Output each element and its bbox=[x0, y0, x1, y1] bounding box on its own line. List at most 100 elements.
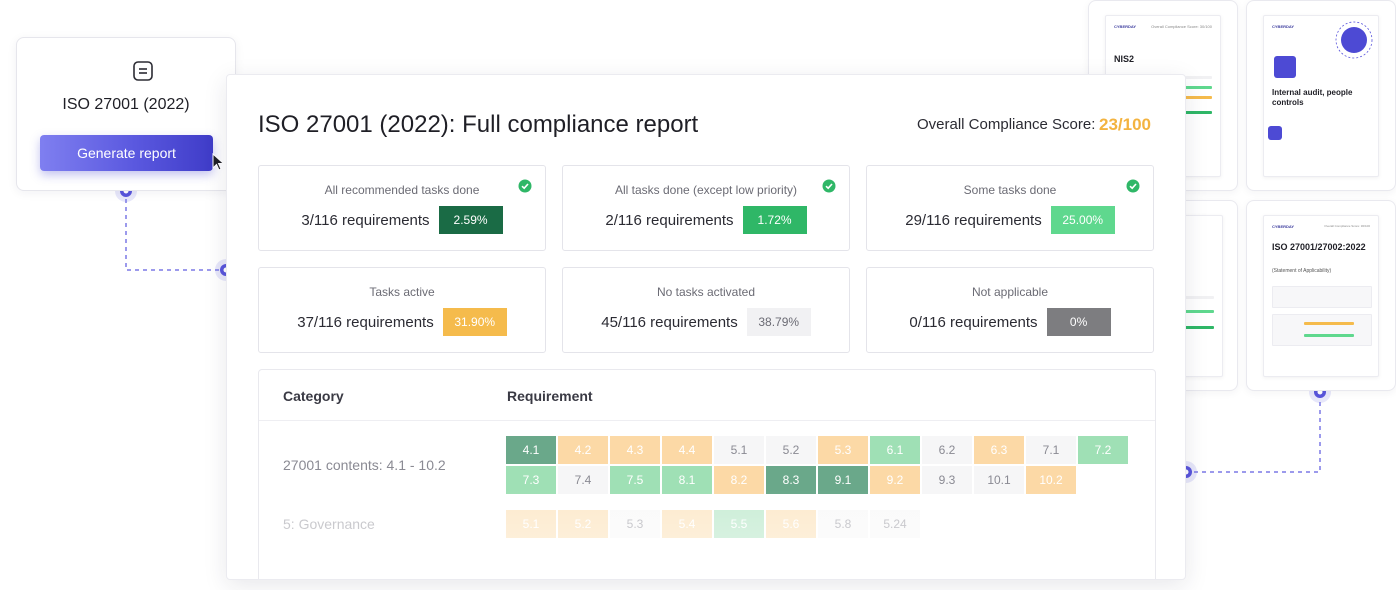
thumbnail-mini-row bbox=[1176, 86, 1212, 89]
report-title: ISO 27001 (2022): Full compliance report bbox=[258, 111, 699, 138]
stat-percent-badge: 0% bbox=[1046, 308, 1111, 336]
thumbnail-heading: NIS2 bbox=[1114, 54, 1135, 64]
thumbnail-mini-row bbox=[1176, 111, 1212, 114]
thumbnail-card-internal-audit[interactable]: CYBERDAY Internal audit, people controls bbox=[1246, 0, 1396, 191]
requirement-cell[interactable]: 5.2 bbox=[558, 510, 608, 538]
stat-count: 3/116 requirements bbox=[301, 211, 430, 229]
thumbnail-mini-row bbox=[1178, 326, 1214, 329]
stat-card: All tasks done (except low priority) 2/11… bbox=[562, 165, 850, 251]
stat-label: All recommended tasks done bbox=[324, 183, 480, 197]
stat-card: Some tasks done 29/116 requirements 25.00% bbox=[866, 165, 1154, 251]
stat-value-line: 45/116 requirements 38.79% bbox=[563, 308, 849, 336]
stat-label: No tasks activated bbox=[656, 285, 756, 299]
table-divider bbox=[259, 420, 1155, 421]
stat-card: Not applicable 0/116 requirements 0% bbox=[866, 267, 1154, 353]
stat-card: No tasks activated 45/116 requirements 38.… bbox=[562, 267, 850, 353]
requirement-cell[interactable]: 5.8 bbox=[818, 510, 868, 538]
thumbnail-subheading: (Statement of Applicability) bbox=[1272, 268, 1332, 274]
requirement-cell[interactable]: 8.1 bbox=[662, 466, 712, 494]
document-icon bbox=[133, 61, 153, 81]
requirement-cell[interactable]: 4.3 bbox=[610, 436, 660, 464]
stat-percent-badge: 25.00% bbox=[1050, 206, 1115, 234]
shield-badge-icon bbox=[1274, 56, 1296, 78]
category-label: 5: Governance bbox=[283, 516, 375, 532]
requirement-cell[interactable]: 4.4 bbox=[662, 436, 712, 464]
requirement-cell[interactable]: 10.1 bbox=[974, 466, 1024, 494]
requirement-cell[interactable]: 10.2 bbox=[1026, 466, 1076, 494]
column-header-category: Category bbox=[283, 388, 344, 404]
thumbnail-brand: CYBERDAY bbox=[1272, 224, 1295, 229]
stat-value-line: 29/116 requirements 25.00% bbox=[867, 206, 1153, 234]
overall-score-value: 23/100 bbox=[1099, 115, 1151, 134]
report-generator-card: ISO 27001 (2022) Generate report bbox=[16, 37, 236, 191]
requirement-cell[interactable]: 5.3 bbox=[610, 510, 660, 538]
requirement-cell[interactable]: 5.4 bbox=[662, 510, 712, 538]
requirement-cell[interactable]: 7.3 bbox=[506, 466, 556, 494]
requirements-table: Category Requirement 27001 contents: 4.1… bbox=[258, 369, 1156, 579]
thumbnail-page: CYBERDAY Internal audit, people controls bbox=[1263, 15, 1379, 177]
stat-label: Not applicable bbox=[971, 285, 1049, 299]
stat-label: Tasks active bbox=[369, 285, 435, 299]
thumbnail-score: Overall Compliance Score: 30/100 bbox=[1151, 24, 1212, 29]
requirement-cell[interactable]: 7.5 bbox=[610, 466, 660, 494]
stat-count: 2/116 requirements bbox=[605, 211, 734, 229]
requirement-cell[interactable]: 9.3 bbox=[922, 466, 972, 494]
stat-value-line: 0/116 requirements 0% bbox=[867, 308, 1153, 336]
stat-value-line: 3/116 requirements 2.59% bbox=[259, 206, 545, 234]
thumbnail-heading: Internal audit, people controls bbox=[1272, 88, 1353, 107]
requirement-cell[interactable]: 5.1 bbox=[506, 510, 556, 538]
stat-count: 29/116 requirements bbox=[905, 211, 1042, 229]
stat-percent-badge: 2.59% bbox=[438, 206, 503, 234]
stat-value-line: 37/116 requirements 31.90% bbox=[259, 308, 545, 336]
requirement-cell[interactable]: 5.2 bbox=[766, 436, 816, 464]
generator-title: ISO 27001 (2022) bbox=[62, 96, 190, 113]
cursor-icon bbox=[212, 153, 225, 171]
requirement-cell[interactable]: 8.3 bbox=[766, 466, 816, 494]
stat-percent-badge: 1.72% bbox=[742, 206, 807, 234]
requirement-cell[interactable]: 5.3 bbox=[818, 436, 868, 464]
check-circle-icon bbox=[518, 179, 532, 193]
stat-count: 37/116 requirements bbox=[297, 313, 434, 331]
compliance-report-panel: ISO 27001 (2022): Full compliance report… bbox=[226, 74, 1186, 580]
thumbnail-card-iso[interactable]: CYBERDAY Overall Compliance Score: 30/10… bbox=[1246, 200, 1396, 391]
thumbnail-mini-row bbox=[1272, 286, 1372, 308]
thumbnail-mini-row bbox=[1176, 76, 1212, 79]
column-header-requirement: Requirement bbox=[507, 388, 593, 404]
requirement-cell[interactable]: 5.24 bbox=[870, 510, 920, 538]
hexagon-icon bbox=[1268, 126, 1282, 140]
thumbnail-mini-row bbox=[1304, 322, 1354, 325]
thumbnail-mini-row bbox=[1272, 314, 1372, 346]
requirement-cell[interactable]: 6.3 bbox=[974, 436, 1024, 464]
stat-card: Tasks active 37/116 requirements 31.90% bbox=[258, 267, 546, 353]
thumbnail-heading: ISO 27001/27002:2022 bbox=[1272, 242, 1366, 252]
globe-icon bbox=[1335, 21, 1373, 59]
requirement-cell[interactable]: 7.2 bbox=[1078, 436, 1128, 464]
requirement-cell[interactable]: 9.1 bbox=[818, 466, 868, 494]
check-circle-icon bbox=[822, 179, 836, 193]
requirement-cell[interactable]: 7.1 bbox=[1026, 436, 1076, 464]
thumbnail-mini-row bbox=[1178, 310, 1214, 313]
requirement-cell[interactable]: 6.2 bbox=[922, 436, 972, 464]
thumbnail-score: Overall Compliance Score: 30/100 bbox=[1324, 224, 1370, 228]
requirement-cell[interactable]: 4.2 bbox=[558, 436, 608, 464]
category-label: 27001 contents: 4.1 - 10.2 bbox=[283, 457, 446, 473]
stat-label: Some tasks done bbox=[963, 183, 1057, 197]
stat-label: All tasks done (except low priority) bbox=[614, 183, 798, 197]
stat-count: 0/116 requirements bbox=[909, 313, 1038, 331]
thumbnail-mini-row bbox=[1176, 96, 1212, 99]
thumbnail-brand: CYBERDAY bbox=[1272, 24, 1295, 29]
generate-report-button[interactable]: Generate report bbox=[40, 135, 213, 171]
requirement-cell[interactable]: 8.2 bbox=[714, 466, 764, 494]
requirement-cell[interactable]: 5.5 bbox=[714, 510, 764, 538]
stat-count: 45/116 requirements bbox=[601, 313, 738, 331]
stat-card: All recommended tasks done 3/116 requirem… bbox=[258, 165, 546, 251]
stat-percent-badge: 38.79% bbox=[746, 308, 811, 336]
thumbnail-page: CYBERDAY Overall Compliance Score: 30/10… bbox=[1263, 215, 1379, 377]
requirement-cell[interactable]: 6.1 bbox=[870, 436, 920, 464]
requirement-cell[interactable]: 9.2 bbox=[870, 466, 920, 494]
requirement-cell[interactable]: 5.1 bbox=[714, 436, 764, 464]
thumbnail-mini-row bbox=[1304, 334, 1354, 337]
requirement-cell[interactable]: 4.1 bbox=[506, 436, 556, 464]
requirement-cell[interactable]: 5.6 bbox=[766, 510, 816, 538]
requirement-cell[interactable]: 7.4 bbox=[558, 466, 608, 494]
